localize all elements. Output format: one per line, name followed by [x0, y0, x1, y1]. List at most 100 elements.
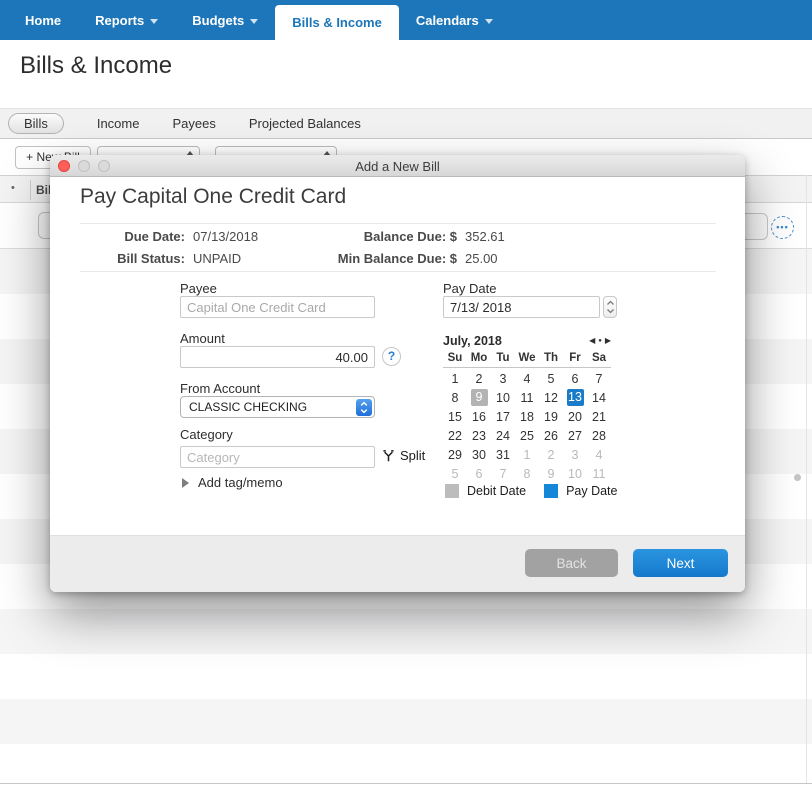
amount-field[interactable] [180, 346, 375, 368]
calendar-day[interactable]: 6 [571, 371, 579, 386]
divider [80, 271, 716, 272]
calendar-day[interactable]: 3 [499, 371, 507, 386]
add-tag-memo-toggle[interactable]: Add tag/memo [182, 475, 283, 490]
calendar-day[interactable]: 30 [472, 447, 486, 462]
more-options-button[interactable]: ••• [771, 216, 794, 239]
due-date-label: Due Date: [124, 229, 185, 244]
calendar-day[interactable]: 22 [448, 428, 462, 443]
calendar-prev-icon[interactable]: ◀ [589, 336, 596, 345]
bill-status-value: UNPAID [193, 251, 242, 266]
calendar-day[interactable]: 28 [592, 428, 606, 443]
calendar-day[interactable]: 23 [472, 428, 486, 443]
help-icon[interactable]: ? [382, 347, 401, 366]
scrollbar-thumb[interactable] [794, 474, 801, 481]
subtab-projected-balances[interactable]: Projected Balances [248, 116, 361, 131]
chevron-down-icon [250, 18, 259, 24]
calendar-day[interactable]: 26 [544, 428, 558, 443]
nav-tab-budgets[interactable]: Budgets [175, 0, 275, 40]
disclosure-triangle-icon [182, 477, 189, 488]
calendar-day[interactable]: 9 [467, 388, 491, 407]
back-button[interactable]: Back [525, 549, 618, 577]
calendar-day[interactable]: 3 [571, 447, 579, 462]
calendar-day[interactable]: 21 [592, 409, 606, 424]
pay-date-legend-label: Pay Date [566, 484, 618, 498]
calendar-day[interactable]: 27 [568, 428, 582, 443]
subtab-payees[interactable]: Payees [172, 116, 216, 131]
dialog-window-title: Add a New Bill [355, 159, 440, 174]
calendar-day[interactable]: 14 [592, 390, 606, 405]
calendar-next-icon[interactable]: ▶ [604, 336, 611, 345]
calendar-day[interactable]: 10 [496, 390, 510, 405]
calendar-day[interactable]: 15 [448, 409, 462, 424]
minimize-icon[interactable] [78, 160, 90, 172]
calendar-legend: Debit Date Pay Date [445, 484, 617, 498]
bill-column-header[interactable]: Bil [36, 183, 52, 197]
list-item [0, 609, 812, 654]
calendar-day[interactable]: 7 [595, 371, 603, 386]
calendar-day[interactable]: 18 [520, 409, 534, 424]
zoom-icon[interactable] [98, 160, 110, 172]
split-button[interactable]: Split [382, 448, 425, 463]
calendar-day[interactable]: 24 [496, 428, 510, 443]
subtab-income[interactable]: Income [96, 116, 140, 131]
calendar-day[interactable]: 1 [451, 371, 459, 386]
calendar-day[interactable]: 7 [499, 466, 507, 481]
min-balance-due-value: 25.00 [465, 251, 498, 266]
pay-date-stepper[interactable] [603, 296, 617, 318]
payee-field[interactable] [180, 296, 375, 318]
dialog-footer [50, 535, 745, 592]
close-icon[interactable] [58, 160, 70, 172]
pay-date-field[interactable] [443, 296, 600, 318]
calendar-day[interactable]: 2 [547, 447, 555, 462]
nav-tab-bills-income[interactable]: Bills & Income [275, 5, 399, 40]
calendar-day[interactable]: 12 [544, 390, 558, 405]
min-balance-due-label: Min Balance Due: $ [337, 251, 457, 266]
calendar-day[interactable]: 2 [475, 371, 483, 386]
calendar-day[interactable]: 13 [566, 389, 584, 406]
calendar-today-icon[interactable]: ● [598, 337, 602, 344]
calendar-day[interactable]: 1 [523, 447, 531, 462]
calendar-weekday: Mo [470, 352, 488, 364]
subtab-bills[interactable]: Bills [8, 113, 64, 134]
calendar-day[interactable]: 19 [544, 409, 558, 424]
nav-tab-calendars[interactable]: Calendars [399, 0, 510, 40]
calendar-day[interactable]: 9 [547, 466, 555, 481]
next-button[interactable]: Next [633, 549, 728, 577]
calendar-day[interactable]: 29 [448, 447, 462, 462]
column-divider [30, 180, 31, 200]
from-account-select[interactable]: CLASSIC CHECKING [180, 396, 375, 418]
pay-date-label: Pay Date [443, 281, 497, 296]
from-account-label: From Account [180, 381, 261, 396]
divider [443, 367, 611, 368]
calendar-day[interactable]: 11 [520, 390, 534, 405]
calendar-day[interactable]: 25 [520, 428, 534, 443]
calendar-day[interactable]: 31 [496, 447, 510, 462]
calendar-day[interactable]: 4 [595, 447, 603, 462]
subtab-bar: Bills Income Payees Projected Balances [0, 108, 812, 139]
calendar-day[interactable]: 17 [496, 409, 510, 424]
table-right-border [806, 175, 807, 783]
calendar-day[interactable]: 4 [523, 371, 531, 386]
calendar-day[interactable]: 5 [547, 371, 555, 386]
calendar-day[interactable]: 11 [592, 466, 606, 481]
calendar-month-label: July, 2018 [443, 333, 502, 348]
calendar-day[interactable]: 10 [568, 466, 582, 481]
debit-date-swatch [445, 484, 459, 498]
calendar-day[interactable]: 8 [451, 390, 459, 405]
calendar-weekday: We [518, 352, 536, 364]
top-nav: Home Reports Budgets Bills & Income Cale… [0, 0, 812, 40]
nav-tab-reports[interactable]: Reports [78, 0, 175, 40]
category-field[interactable] [180, 446, 375, 468]
calendar-day[interactable]: 16 [472, 409, 486, 424]
nav-tab-home[interactable]: Home [25, 12, 62, 28]
calendar-day[interactable]: 8 [523, 466, 531, 481]
calendar-weekday: Th [543, 352, 559, 364]
calendar-weekday: Tu [496, 352, 510, 364]
split-icon [383, 450, 394, 462]
calendar-weekday: Su [447, 352, 463, 364]
dialog-titlebar[interactable]: Add a New Bill [50, 155, 745, 177]
calendar-day[interactable]: 20 [568, 409, 582, 424]
calendar-day[interactable]: 5 [451, 466, 459, 481]
calendar-day[interactable]: 6 [475, 466, 483, 481]
